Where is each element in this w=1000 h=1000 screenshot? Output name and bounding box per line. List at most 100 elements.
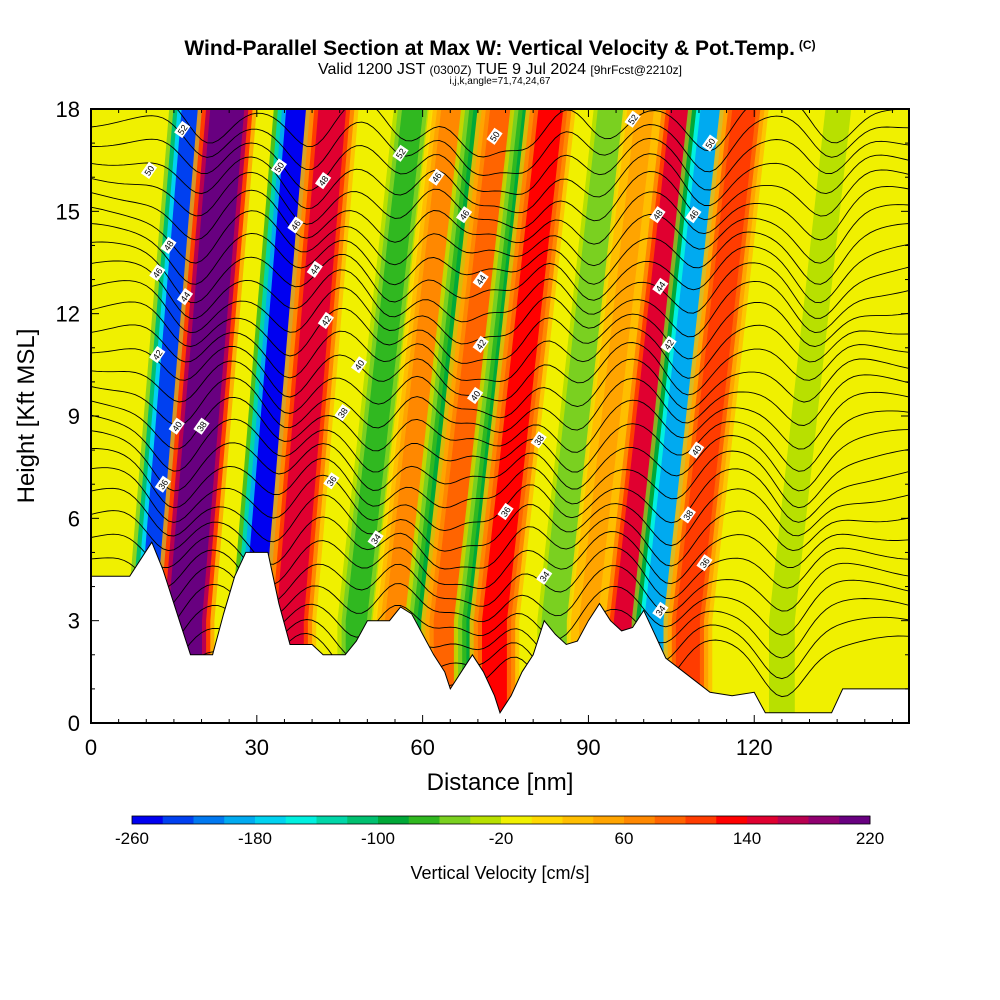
colorbar-swatch	[839, 816, 871, 824]
chart-title: Wind-Parallel Section at Max W: Vertical…	[0, 37, 1000, 61]
colorbar-swatch	[777, 816, 809, 824]
subtitle-date: TUE 9 Jul 2024	[475, 61, 586, 78]
colorbar-swatch	[408, 816, 440, 824]
colorbar-swatch	[501, 816, 533, 824]
theta-contour-line	[91, 260, 909, 323]
theta-contour-line	[91, 241, 909, 304]
y-tick-label: 0	[68, 711, 80, 736]
contour-label-text: 42	[474, 338, 488, 352]
contour-label-text: 50	[272, 160, 286, 174]
y-axis: 0 3 6 9 12 15 18	[56, 97, 80, 736]
contour-label: 46	[428, 168, 445, 186]
colorbar-swatch	[593, 816, 625, 824]
contour-label-text: 46	[289, 218, 303, 232]
contour-label: 52	[392, 144, 409, 162]
title-mark: (C)	[798, 38, 816, 52]
theta-contour-line	[91, 391, 909, 453]
theta-contour-line	[91, 153, 909, 214]
contour-label: 38	[679, 506, 697, 524]
contour-label-text: 34	[538, 570, 552, 584]
y-tick-label: 12	[56, 302, 80, 327]
theta-contour-line	[91, 342, 909, 402]
terrain	[91, 541, 909, 723]
contour-label: 36	[696, 554, 713, 572]
x-tick-label: 60	[410, 735, 434, 760]
colorbar-swatch	[378, 816, 410, 824]
colorbar-swatch	[285, 816, 317, 824]
colorbar-swatch	[562, 816, 594, 824]
colorbar-swatch	[685, 816, 717, 824]
colorbar-swatch	[162, 816, 194, 824]
y-tick-label: 18	[56, 97, 80, 122]
contour-label: 38	[530, 431, 547, 449]
velocity-band	[384, 109, 462, 723]
contour-label: 48	[649, 206, 666, 224]
colorbar-tick-label: -180	[238, 829, 272, 848]
x-axis: 0 30 60 90 120	[85, 735, 773, 760]
contour-label-text: 40	[170, 420, 184, 434]
colorbar-tick-label: 140	[733, 829, 761, 848]
x-tick-label: 120	[736, 735, 773, 760]
contour-label-text: 36	[698, 556, 712, 570]
contour-label-text: 52	[626, 113, 640, 127]
contour-label-text: 52	[176, 123, 190, 137]
x-axis-label: Distance [nm]	[427, 769, 574, 796]
contour-label-text: 44	[178, 290, 192, 304]
colorbar-swatch	[654, 816, 686, 824]
contour-label: 36	[154, 475, 172, 493]
contour-label-text: 44	[308, 263, 322, 277]
contour-label: 34	[367, 530, 384, 548]
contour-label: 46	[287, 216, 304, 234]
contour-label: 36	[323, 472, 340, 490]
contour-label-text: 36	[499, 505, 513, 519]
contour-label-text: 38	[532, 433, 546, 447]
contour-labels: 52 50 48 46 44 42 40 38 36 50 48 46 44 42 40 38 36 34 52 50…	[140, 110, 719, 620]
contour-label-text: 34	[369, 532, 383, 546]
contour-label-text: 48	[651, 208, 665, 222]
theta-contour-line	[91, 186, 909, 245]
contour-label: 52	[624, 110, 641, 128]
colorbar-swatch	[439, 816, 471, 824]
contour-label: 50	[270, 158, 288, 176]
contour-label: 44	[306, 260, 323, 278]
theta-contour-line	[91, 410, 909, 473]
x-tick-label: 90	[576, 735, 600, 760]
chart-title-text: Wind-Parallel Section at Max W: Vertical…	[184, 37, 795, 60]
theta-contour-line	[91, 429, 909, 492]
theta-contour-line	[91, 531, 909, 589]
contour-label: 34	[652, 601, 669, 620]
colorbar-swatch	[347, 816, 379, 824]
theta-contour-line	[91, 487, 909, 552]
y-tick-label: 15	[56, 199, 80, 224]
theta-contour-line	[91, 447, 909, 509]
colorbar-swatch	[316, 816, 348, 824]
contour-label: 46	[149, 264, 166, 282]
contour-label: 48	[314, 171, 332, 190]
contour-label: 40	[350, 356, 368, 374]
subtitle-forecast: [9hrFcst@2210z]	[590, 63, 682, 77]
y-tick-label: 3	[68, 609, 80, 634]
velocity-band	[345, 109, 424, 723]
colorbar-swatch	[470, 816, 502, 824]
theta-contour-line	[91, 546, 909, 607]
contour-label-text: 40	[469, 389, 483, 403]
contour-label-text: 40	[353, 358, 367, 372]
colorbar-swatch	[747, 816, 779, 824]
contour-label-text: 38	[681, 508, 695, 522]
theta-contour-line	[91, 510, 909, 570]
contour-label: 52	[174, 120, 191, 139]
x-tick-label: 0	[85, 735, 97, 760]
colorbar-swatch	[132, 816, 164, 824]
contour-label: 46	[685, 206, 702, 224]
contour-label-text: 46	[151, 266, 165, 280]
contour-label: 38	[334, 403, 351, 422]
contour-label-text: 50	[488, 130, 502, 144]
theta-contour-line	[91, 301, 909, 364]
x-tick-label: 30	[245, 735, 269, 760]
contour-label: 40	[168, 417, 185, 435]
contour-label-text: 42	[662, 338, 676, 352]
chart-subtitle: Valid 1200 JST (0300Z) TUE 9 Jul 2024 [9…	[0, 61, 1000, 79]
contour-label: 40	[466, 386, 484, 405]
contour-label-text: 50	[142, 164, 156, 178]
axis-ticks	[90, 108, 909, 724]
